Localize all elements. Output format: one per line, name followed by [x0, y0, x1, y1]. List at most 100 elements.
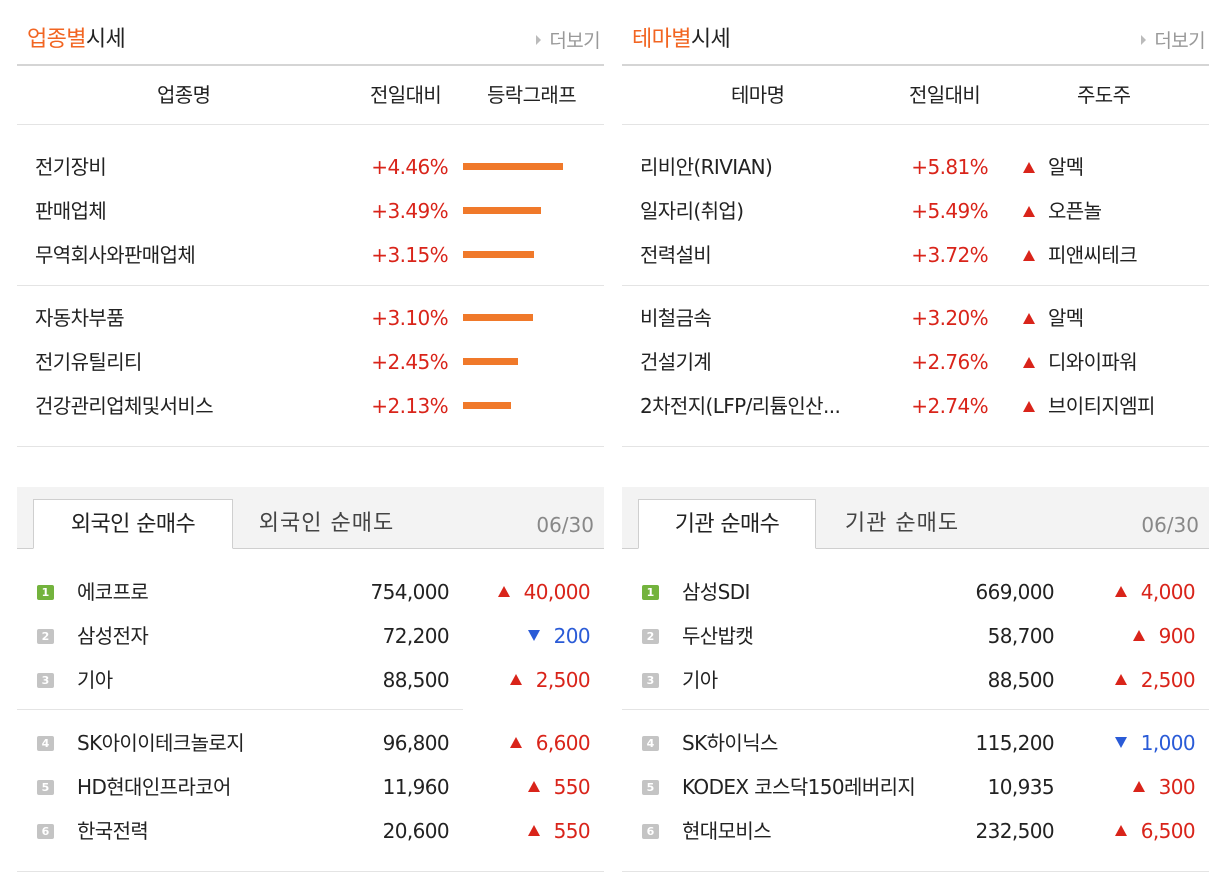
col-theme-name: 테마명 — [731, 83, 785, 107]
rank-badge: 5 — [642, 780, 659, 795]
theme-row[interactable]: 리비안(RIVIAN) +5.81% 알멕 — [622, 152, 1209, 182]
sector-more-link[interactable]: 더보기 — [536, 29, 601, 53]
foreign-stock-name[interactable]: HD현대인프라코어 — [77, 775, 231, 799]
rank-badge: 3 — [642, 673, 659, 688]
foreign-row[interactable]: 2 삼성전자 72,200 200 — [17, 620, 604, 652]
institution-stock-name[interactable]: 기아 — [682, 668, 718, 692]
theme-leader[interactable]: 오픈놀 — [1048, 199, 1102, 223]
foreign-stock-name[interactable]: 기아 — [77, 668, 113, 692]
sector-row-group: 자동차부품 +3.10% 전기유틸리티 +2.45% 건강관리업체및서비스 +2.13% — [17, 286, 604, 447]
theme-row[interactable]: 2차전지(LFP/리튬인산... +2.74% 브이티지엠피 — [622, 391, 1209, 421]
tab-foreign-sell[interactable]: 외국인 순매도 — [258, 511, 395, 536]
institution-change: 300 — [1132, 771, 1196, 803]
theme-more-link[interactable]: 더보기 — [1141, 29, 1206, 53]
caret-right-icon — [536, 34, 542, 45]
foreign-date: 06/30 — [536, 513, 594, 537]
foreign-stock-name[interactable]: 에코프로 — [77, 580, 149, 604]
rank-badge: 6 — [37, 824, 54, 839]
theme-change: +3.20% — [911, 306, 988, 330]
sector-name[interactable]: 무역회사와판매업체 — [35, 243, 196, 267]
theme-row[interactable]: 전력설비 +3.72% 피앤씨테크 — [622, 240, 1209, 270]
sector-table-header: 업종명 전일대비 등락그래프 — [17, 66, 604, 125]
theme-title[interactable]: 테마별시세 — [632, 27, 731, 52]
rank-badge: 4 — [37, 736, 54, 751]
institution-row[interactable]: 3 기아 88,500 2,500 — [622, 664, 1209, 696]
sector-name[interactable]: 건강관리업체및서비스 — [35, 394, 214, 418]
sector-name[interactable]: 자동차부품 — [35, 306, 125, 330]
theme-name[interactable]: 일자리(취업) — [640, 199, 744, 223]
theme-change: +2.76% — [911, 350, 988, 374]
institution-row[interactable]: 4 SK하이닉스 115,200 1,000 — [622, 727, 1209, 759]
theme-leader[interactable]: 피앤씨테크 — [1048, 243, 1138, 267]
theme-change: +5.49% — [911, 199, 988, 223]
sector-row[interactable]: 자동차부품 +3.10% — [17, 303, 604, 333]
sector-row[interactable]: 전기장비 +4.46% — [17, 152, 604, 182]
institution-stock-name[interactable]: 현대모비스 — [682, 819, 772, 843]
theme-name[interactable]: 2차전지(LFP/리튬인산... — [640, 394, 841, 418]
foreign-row[interactable]: 4 SK아이이테크놀로지 96,800 6,600 — [17, 727, 604, 759]
col-sector-name: 업종명 — [157, 83, 211, 107]
sector-bar — [463, 251, 534, 258]
theme-row[interactable]: 비철금속 +3.20% 알멕 — [622, 303, 1209, 333]
institution-change: 900 — [1132, 620, 1196, 652]
sector-bar — [463, 207, 541, 214]
sector-row[interactable]: 전기유틸리티 +2.45% — [17, 347, 604, 377]
foreign-change: 40,000 — [497, 576, 591, 608]
sector-name[interactable]: 전기유틸리티 — [35, 350, 142, 374]
sector-bar — [463, 358, 518, 365]
theme-name[interactable]: 비철금속 — [640, 306, 712, 330]
foreign-stock-name[interactable]: 삼성전자 — [77, 624, 149, 648]
theme-leader[interactable]: 알멕 — [1048, 306, 1084, 330]
sector-name[interactable]: 전기장비 — [35, 155, 107, 179]
sector-name[interactable]: 판매업체 — [35, 199, 107, 223]
foreign-change: 550 — [527, 771, 591, 803]
theme-name[interactable]: 건설기계 — [640, 350, 712, 374]
sector-row[interactable]: 무역회사와판매업체 +3.15% — [17, 240, 604, 270]
theme-leader[interactable]: 알멕 — [1048, 155, 1084, 179]
sector-change: +3.15% — [371, 243, 448, 267]
institution-row[interactable]: 2 두산밥캣 58,700 900 — [622, 620, 1209, 652]
foreign-row[interactable]: 3 기아 88,500 2,500 — [17, 664, 604, 696]
up-arrow-icon — [1132, 781, 1145, 792]
foreign-price: 88,500 — [382, 668, 450, 692]
up-arrow-icon — [509, 737, 522, 748]
sector-change: +4.46% — [371, 155, 448, 179]
sector-bar — [463, 402, 511, 409]
foreign-row[interactable]: 1 에코프로 754,000 40,000 — [17, 576, 604, 608]
institution-date: 06/30 — [1141, 513, 1199, 537]
sector-title[interactable]: 업종별시세 — [27, 27, 126, 52]
foreign-change: 2,500 — [509, 664, 591, 696]
tab-institution-buy[interactable]: 기관 순매수 — [638, 499, 816, 549]
institution-row[interactable]: 5 KODEX 코스닥150레버리지 10,935 300 — [622, 771, 1209, 803]
foreign-stock-name[interactable]: 한국전력 — [77, 819, 149, 843]
institution-row[interactable]: 1 삼성SDI 669,000 4,000 — [622, 576, 1209, 608]
theme-row[interactable]: 일자리(취업) +5.49% 오픈놀 — [622, 196, 1209, 226]
sector-row-group: 전기장비 +4.46% 판매업체 +3.49% 무역회사와판매업체 +3.15% — [17, 125, 604, 286]
foreign-row[interactable]: 5 HD현대인프라코어 11,960 550 — [17, 771, 604, 803]
sector-row[interactable]: 판매업체 +3.49% — [17, 196, 604, 226]
foreign-row[interactable]: 6 한국전력 20,600 550 — [17, 815, 604, 847]
theme-leader[interactable]: 디와이파워 — [1048, 350, 1138, 374]
tab-foreign-buy[interactable]: 외국인 순매수 — [33, 499, 233, 549]
theme-row-group: 리비안(RIVIAN) +5.81% 알멕 일자리(취업) +5.49% 오픈놀 전력설비 +… — [622, 125, 1209, 286]
institution-stock-name[interactable]: SK하이닉스 — [682, 731, 778, 755]
divider — [17, 709, 463, 710]
institution-change-value: 6,500 — [1140, 819, 1196, 843]
up-arrow-icon — [509, 674, 522, 685]
up-arrow-icon — [1132, 630, 1145, 641]
theme-name[interactable]: 전력설비 — [640, 243, 712, 267]
foreign-change: 550 — [527, 815, 591, 847]
institution-stock-name[interactable]: 삼성SDI — [682, 580, 750, 604]
foreign-stock-name[interactable]: SK아이이테크놀로지 — [77, 731, 245, 755]
institution-row[interactable]: 6 현대모비스 232,500 6,500 — [622, 815, 1209, 847]
tab-institution-sell[interactable]: 기관 순매도 — [844, 511, 960, 536]
theme-name[interactable]: 리비안(RIVIAN) — [640, 155, 773, 179]
institution-stock-name[interactable]: 두산밥캣 — [682, 624, 754, 648]
theme-table-header: 테마명 전일대비 주도주 — [622, 66, 1209, 125]
foreign-price: 754,000 — [370, 580, 449, 604]
sector-row[interactable]: 건강관리업체및서비스 +2.13% — [17, 391, 604, 421]
institution-stock-name[interactable]: KODEX 코스닥150레버리지 — [682, 775, 916, 799]
theme-row[interactable]: 건설기계 +2.76% 디와이파워 — [622, 347, 1209, 377]
theme-leader[interactable]: 브이티지엠피 — [1048, 394, 1155, 418]
